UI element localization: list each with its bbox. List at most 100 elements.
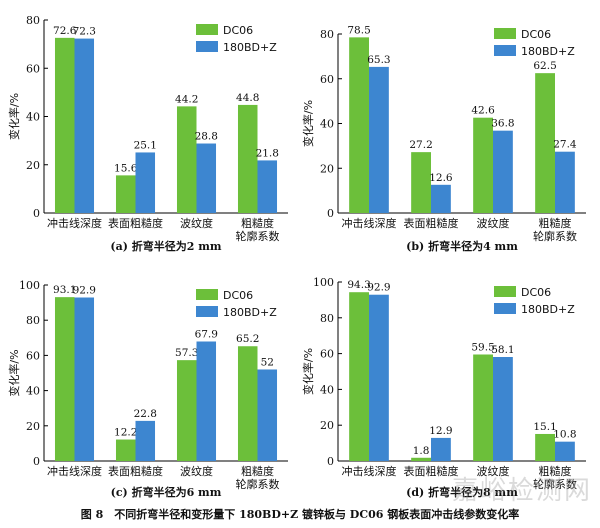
- y-axis-title: 变化率/%: [301, 348, 315, 395]
- bar-value-label: 36.8: [491, 118, 514, 130]
- y-tick-label: 0: [33, 455, 40, 468]
- legend-swatch: [196, 289, 218, 300]
- x-tick-label: 波纹度: [477, 216, 510, 230]
- panel-caption: (b) 折弯半径为4 mm: [406, 239, 518, 253]
- bar-180bdz: [74, 297, 95, 461]
- x-tick-label: 波纹度: [180, 216, 213, 230]
- y-tick-label: 20: [26, 159, 40, 172]
- y-tick-label: 80: [320, 28, 334, 41]
- legend-swatch: [196, 24, 218, 35]
- x-tick-label: 轮廓系数: [236, 477, 280, 491]
- bar-value-label: 72.3: [73, 26, 96, 38]
- x-tick-label: 表面粗糙度: [108, 464, 163, 478]
- y-tick-label: 0: [327, 455, 334, 468]
- bar-value-label: 78.5: [347, 24, 370, 36]
- y-tick-label: 60: [320, 73, 334, 86]
- bar-value-label: 10.8: [553, 429, 576, 441]
- y-tick-label: 60: [26, 62, 40, 75]
- legend-swatch: [494, 286, 516, 297]
- bar-value-label: 92.9: [73, 284, 96, 296]
- x-tick-label: 冲击线深度: [47, 464, 102, 478]
- y-tick-label: 80: [26, 14, 40, 27]
- bar-dc06: [411, 457, 431, 461]
- bar-dc06: [473, 117, 493, 213]
- bar-value-label: 1.8: [413, 445, 430, 457]
- legend-swatch: [494, 303, 516, 314]
- legend-swatch: [494, 28, 516, 39]
- y-tick-label: 60: [26, 349, 40, 362]
- bar-dc06: [411, 152, 431, 213]
- y-tick-label: 0: [327, 207, 334, 220]
- bar-180bdz: [74, 38, 95, 213]
- x-tick-label: 表面粗糙度: [108, 216, 163, 230]
- y-tick-label: 20: [320, 419, 334, 432]
- y-axis-title: 变化率/%: [7, 93, 21, 140]
- bar-value-label: 12.9: [429, 425, 452, 437]
- bar-dc06: [535, 433, 555, 461]
- x-tick-label: 波纹度: [477, 464, 510, 478]
- bar-value-label: 28.8: [195, 131, 218, 143]
- bar-value-label: 27.2: [409, 139, 432, 151]
- x-tick-label: 冲击线深度: [47, 216, 102, 230]
- bar-dc06: [54, 297, 75, 461]
- y-tick-label: 60: [320, 348, 334, 361]
- y-tick-label: 100: [313, 276, 334, 289]
- panel-caption: (d) 折弯半径为8 mm: [406, 485, 518, 499]
- bar-180bdz: [493, 357, 513, 461]
- x-tick-label: 粗糙度: [539, 464, 572, 478]
- bar-dc06: [473, 354, 493, 461]
- bar-dc06: [237, 346, 258, 461]
- legend-label: DC06: [223, 289, 253, 302]
- legend-swatch: [494, 45, 516, 56]
- y-tick-label: 40: [26, 385, 40, 398]
- bar-180bdz: [431, 437, 451, 461]
- y-tick-label: 80: [26, 314, 40, 327]
- y-tick-label: 20: [26, 420, 40, 433]
- x-tick-label: 轮廓系数: [533, 229, 577, 243]
- bar-value-label: 27.4: [553, 139, 577, 151]
- panel-caption: (c) 折弯半径为6 mm: [111, 485, 222, 499]
- x-tick-label: 冲击线深度: [342, 216, 397, 230]
- bar-value-label: 59.5: [471, 341, 494, 353]
- bar-value-label: 15.6: [114, 162, 138, 174]
- x-tick-label: 波纹度: [180, 464, 213, 478]
- y-tick-label: 40: [320, 118, 334, 131]
- y-tick-label: 40: [320, 383, 334, 396]
- legend-label: 180BD+Z: [223, 306, 277, 319]
- bar-value-label: 58.1: [491, 344, 514, 356]
- legend-label: 180BD+Z: [521, 45, 575, 58]
- bar-value-label: 15.1: [533, 421, 556, 433]
- bar-value-label: 44.2: [175, 93, 198, 105]
- x-tick-label: 粗糙度: [241, 216, 274, 230]
- x-tick-label: 表面粗糙度: [404, 464, 459, 478]
- legend-label: 180BD+Z: [223, 41, 277, 54]
- bar-180bdz: [493, 130, 513, 213]
- y-tick-label: 100: [19, 279, 40, 292]
- panel-caption: (a) 折弯半径为2 mm: [110, 239, 221, 253]
- y-tick-label: 80: [320, 312, 334, 325]
- bar-180bdz: [196, 143, 217, 213]
- legend-swatch: [196, 306, 218, 317]
- bar-180bdz: [431, 184, 451, 213]
- bar-180bdz: [257, 369, 278, 461]
- bar-dc06: [176, 106, 197, 213]
- bar-180bdz: [257, 160, 278, 213]
- bar-dc06: [237, 104, 258, 213]
- bar-180bdz: [135, 152, 156, 213]
- x-tick-label: 冲击线深度: [342, 464, 397, 478]
- bar-value-label: 22.8: [134, 408, 157, 420]
- x-tick-label: 粗糙度: [539, 216, 572, 230]
- bar-dc06: [535, 73, 555, 213]
- bar-value-label: 57.3: [175, 347, 198, 359]
- bar-value-label: 93.1: [53, 284, 76, 296]
- bar-value-label: 42.6: [471, 105, 495, 117]
- bar-dc06: [349, 292, 369, 461]
- bar-value-label: 67.9: [195, 328, 218, 340]
- x-tick-label: 表面粗糙度: [404, 216, 459, 230]
- x-tick-label: 粗糙度: [241, 464, 274, 478]
- legend-label: DC06: [223, 24, 253, 37]
- y-tick-label: 40: [26, 111, 40, 124]
- bar-180bdz: [369, 294, 389, 461]
- bar-value-label: 65.3: [367, 54, 390, 66]
